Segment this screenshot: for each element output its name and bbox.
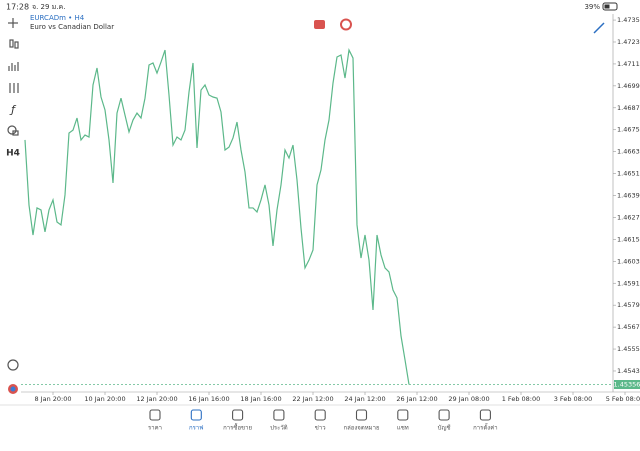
indicators-tool[interactable]	[9, 83, 19, 93]
x-tick-label: 24 Jan 12:00	[344, 395, 385, 403]
y-tick-label: 1.46630	[617, 148, 640, 156]
tab[interactable]: ข่าว	[314, 409, 326, 432]
y-tick-label: 1.46510	[617, 170, 640, 178]
tab-icon	[190, 409, 202, 421]
status-date: จ. 29 ม.ค.	[32, 3, 65, 11]
y-tick-label: 1.47350	[617, 16, 640, 24]
tab-label: ประวัติ	[270, 425, 288, 432]
tab-bar: ราคา กราฟ การซื้อขาย ประวัติ ข่าว กล่องจดหมาย…	[148, 409, 498, 432]
one-click-tool[interactable]	[8, 384, 18, 394]
tab[interactable]: กราฟ	[189, 409, 204, 432]
tab-icon	[149, 409, 161, 421]
y-tick-label: 1.46990	[617, 82, 640, 90]
timeframe-button[interactable]: H4	[6, 149, 20, 159]
left-toolbar: ƒ H4	[6, 18, 20, 394]
tab[interactable]: ประวัติ	[270, 409, 288, 432]
tab-label: บัญชี	[438, 424, 451, 432]
tab-label: แชท	[397, 425, 409, 432]
sell-button[interactable]	[314, 20, 325, 29]
status-battery: 39%	[584, 3, 600, 11]
draw-tool[interactable]	[593, 22, 605, 34]
x-tick-label: 10 Jan 20:00	[84, 395, 125, 403]
chart-description: Euro vs Canadian Dollar	[30, 23, 114, 31]
y-tick-label: 1.46030	[617, 257, 640, 265]
battery-level	[604, 4, 610, 9]
tab[interactable]: ราคา	[148, 409, 162, 432]
tab[interactable]: การซื้อขาย	[223, 409, 252, 432]
tab-icon	[273, 409, 285, 421]
tab-icon	[355, 409, 368, 421]
tab[interactable]: กล่องจดหมาย	[343, 409, 380, 432]
tab-label: การตั้งค่า	[473, 422, 497, 432]
tab-icon	[232, 409, 244, 421]
x-tick-label: 1 Feb 08:00	[502, 395, 541, 403]
tab-label: กล่องจดหมาย	[343, 425, 379, 432]
x-tick-label: 18 Jan 16:00	[240, 395, 281, 403]
current-price-box	[614, 380, 640, 390]
y-tick-label: 1.45910	[617, 279, 640, 287]
buy-button[interactable]	[340, 18, 352, 31]
y-tick-label: 1.46270	[617, 213, 640, 221]
y-tick-label: 1.46750	[617, 126, 640, 134]
chart-type-tool[interactable]	[9, 39, 19, 49]
y-tick-label: 1.47230	[617, 38, 640, 46]
x-tick-label: 3 Feb 08:00	[554, 395, 593, 403]
tab-icon	[397, 409, 409, 421]
y-tick-label: 1.45430	[617, 367, 640, 375]
objects-tool[interactable]: ƒ	[9, 103, 17, 116]
x-tick-label: 12 Jan 20:00	[136, 395, 177, 403]
y-tick-label: 1.47110	[617, 60, 640, 68]
status-time: 17:28	[6, 3, 29, 12]
chart-symbol: EURCADm • H4	[30, 14, 85, 22]
y-tick-label: 1.45550	[617, 345, 640, 353]
y-tick-label: 1.46150	[617, 235, 640, 243]
tab-label: กราฟ	[189, 425, 203, 432]
tab[interactable]: บัญชี	[438, 409, 451, 432]
tab[interactable]: แชท	[397, 409, 409, 432]
x-tick-label: 8 Jan 20:00	[34, 395, 71, 403]
tab[interactable]: การตั้งค่า	[473, 409, 498, 432]
x-tick-label: 5 Feb 08:00	[606, 395, 640, 403]
tab-icon	[479, 409, 491, 421]
tab-icon	[314, 409, 326, 421]
tab-icon	[438, 409, 450, 421]
y-tick-label: 1.45790	[617, 301, 640, 309]
shapes-tool[interactable]	[7, 125, 19, 136]
y-tick-label: 1.46870	[617, 104, 640, 112]
x-tick-label: 29 Jan 08:00	[448, 395, 489, 403]
x-tick-label: 16 Jan 16:00	[188, 395, 229, 403]
price-line	[24, 48, 410, 385]
battery-icon	[602, 2, 618, 11]
x-tick-label: 22 Jan 12:00	[292, 395, 333, 403]
plot: 1.47350 1.47230 1.47110 1.46990 1.46870 1.467…	[21, 16, 640, 403]
x-tick-label: 26 Jan 12:00	[396, 395, 437, 403]
y-tick-label: 1.46390	[617, 192, 640, 200]
volumes-tool[interactable]	[8, 62, 19, 71]
current-price-label: 1.45356	[614, 381, 640, 389]
trade-tool[interactable]	[7, 359, 19, 371]
tab-label: การซื้อขาย	[223, 422, 252, 432]
tab-label: ข่าว	[315, 425, 326, 432]
y-tick-label: 1.45670	[617, 323, 640, 331]
crosshair-tool[interactable]	[8, 18, 18, 28]
tab-label: ราคา	[148, 425, 162, 432]
